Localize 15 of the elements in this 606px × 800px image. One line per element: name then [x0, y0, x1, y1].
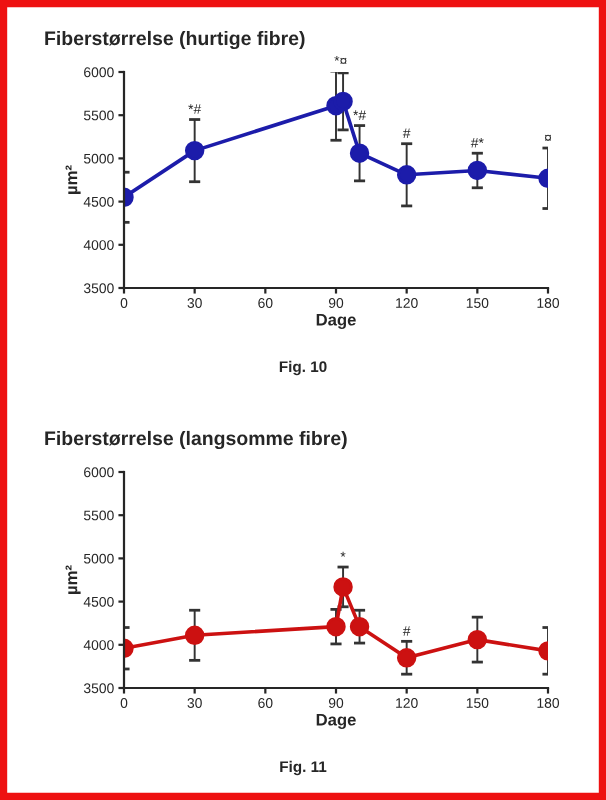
point: [326, 616, 346, 637]
point: [396, 165, 417, 185]
point: [333, 577, 353, 597]
chart-title: Fiberstørrelse (hurtige fibre): [45, 30, 305, 50]
x-axis-title: Dage: [316, 313, 356, 329]
point: [349, 143, 370, 163]
y-axis-title: µm²: [65, 165, 81, 194]
point: [396, 648, 417, 668]
point: [467, 160, 488, 181]
point: [467, 629, 488, 650]
point: [333, 91, 353, 112]
y-axis-title: µm²: [65, 565, 81, 594]
point: [349, 616, 370, 637]
x-axis-title: Dage: [316, 713, 356, 729]
chart-title: Fiberstørrelse (langsomme fibre): [45, 430, 347, 450]
